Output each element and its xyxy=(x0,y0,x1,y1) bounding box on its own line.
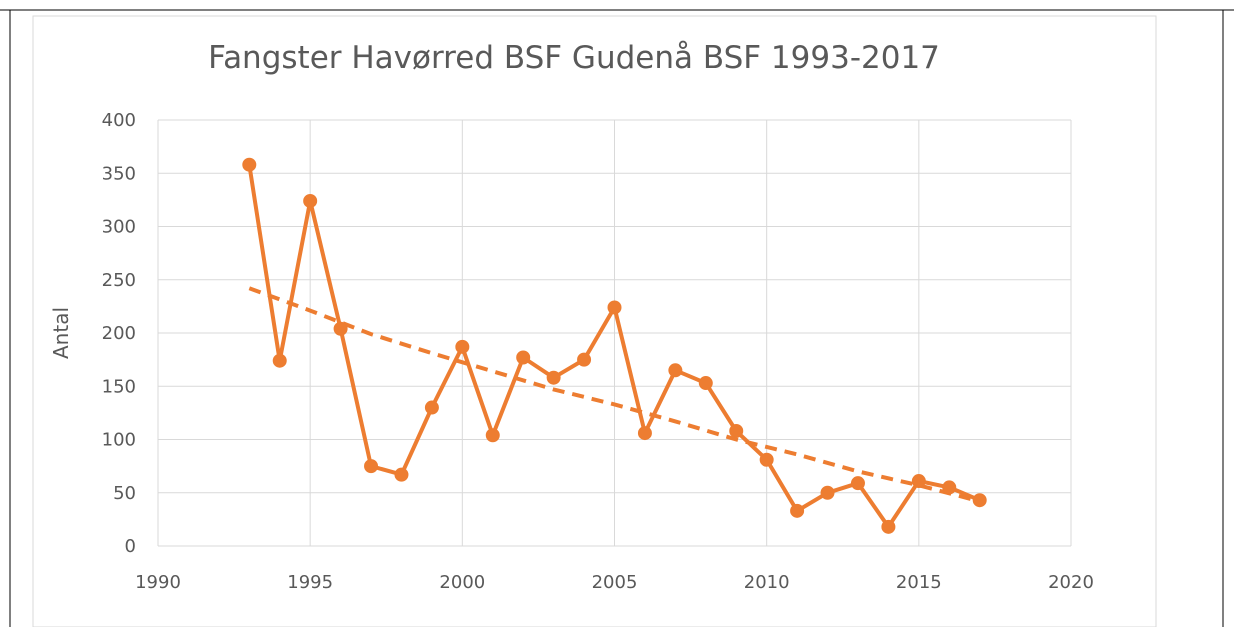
y-tick-label: 0 xyxy=(125,536,136,557)
x-tick-label: 2010 xyxy=(744,572,790,593)
data-point xyxy=(577,352,592,367)
data-point xyxy=(333,321,348,336)
x-tick-label: 2005 xyxy=(592,572,638,593)
data-point xyxy=(424,400,439,415)
data-point xyxy=(516,350,531,365)
y-tick-label: 150 xyxy=(102,376,136,397)
grid-layer xyxy=(157,119,1072,547)
data-point xyxy=(881,519,896,534)
data-point xyxy=(668,363,683,378)
data-point xyxy=(942,480,957,495)
trendline xyxy=(248,286,981,504)
data-point xyxy=(364,459,379,474)
data-point xyxy=(637,426,652,441)
data-point xyxy=(972,493,987,508)
trendline-layer xyxy=(248,286,981,504)
data-point xyxy=(729,423,744,438)
chart-title: Fangster Havørred BSF Gudenå BSF 1993-20… xyxy=(208,40,940,76)
x-tick-label: 1990 xyxy=(135,572,181,593)
y-tick-label: 100 xyxy=(102,430,136,451)
x-tick-label: 2015 xyxy=(896,572,942,593)
x-tick-label: 1995 xyxy=(287,572,333,593)
tick-label-layer: 0 50 100 150 200 250 300 350 400 1990 1995 2000 2005… xyxy=(102,110,1094,593)
data-point xyxy=(455,339,470,354)
data-point xyxy=(698,376,713,391)
data-point xyxy=(242,157,257,172)
data-point xyxy=(485,428,500,443)
data-point xyxy=(546,370,561,385)
y-tick-label: 200 xyxy=(102,323,136,344)
y-tick-label: 350 xyxy=(102,163,136,184)
data-point xyxy=(911,474,926,489)
data-point xyxy=(759,452,774,467)
data-point xyxy=(272,353,287,368)
data-point xyxy=(607,300,622,315)
data-point xyxy=(820,485,835,500)
data-point xyxy=(850,476,865,491)
chart-area-border xyxy=(32,15,1157,627)
x-tick-label: 2020 xyxy=(1048,572,1094,593)
y-tick-label: 250 xyxy=(102,270,136,291)
y-tick-label: 50 xyxy=(113,483,136,504)
x-tick-label: 2000 xyxy=(439,572,485,593)
y-axis-title: Antal xyxy=(49,307,73,359)
y-tick-label: 300 xyxy=(102,217,136,238)
data-point xyxy=(394,467,409,482)
data-point xyxy=(303,193,318,208)
data-point xyxy=(790,503,805,518)
series-layer xyxy=(242,157,987,534)
y-tick-label: 400 xyxy=(102,110,136,131)
